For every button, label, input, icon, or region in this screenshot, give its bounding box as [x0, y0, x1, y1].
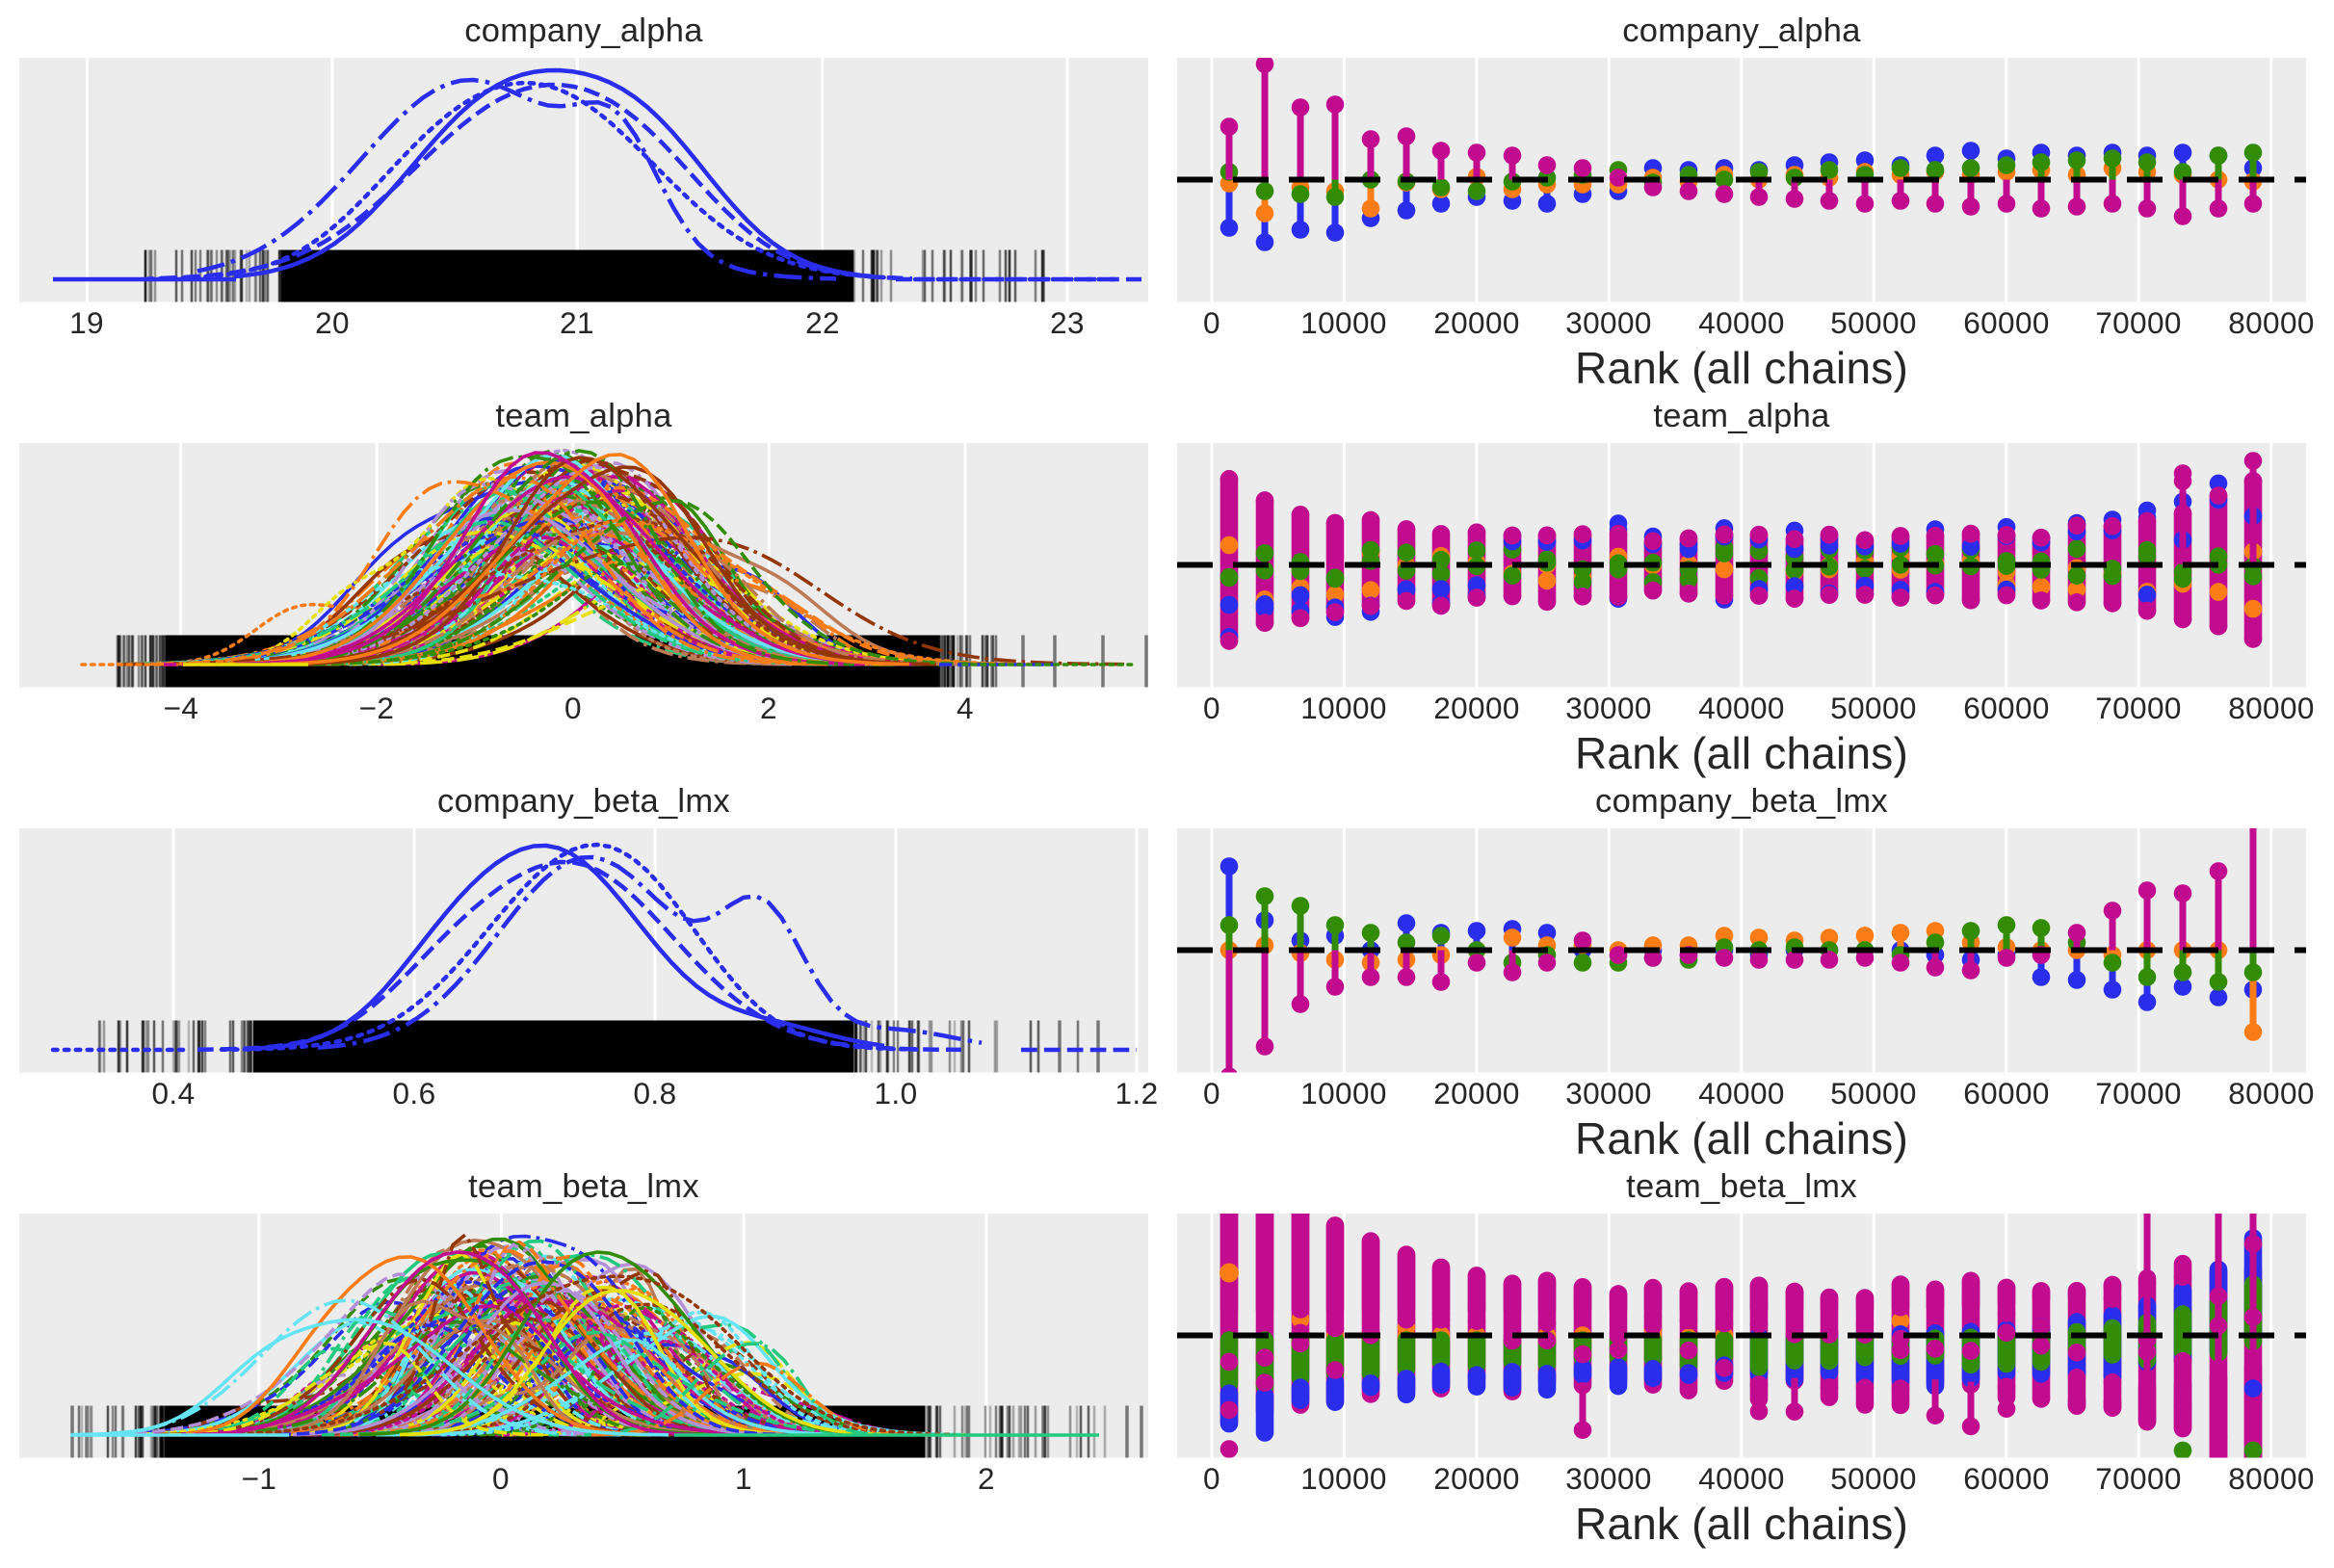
svg-text:60000: 60000	[1963, 1076, 2050, 1111]
svg-text:20000: 20000	[1433, 1461, 1520, 1496]
svg-text:60000: 60000	[1963, 305, 2050, 340]
svg-text:80000: 80000	[2228, 1076, 2315, 1111]
svg-text:2: 2	[760, 691, 777, 725]
svg-text:22: 22	[805, 305, 840, 340]
svg-text:team_alpha: team_alpha	[1653, 398, 1830, 434]
svg-text:70000: 70000	[2095, 305, 2182, 340]
svg-text:−2: −2	[359, 691, 395, 725]
svg-text:−1: −1	[242, 1461, 277, 1496]
svg-text:−4: −4	[164, 691, 199, 725]
svg-text:50000: 50000	[1830, 305, 1917, 340]
svg-text:40000: 40000	[1698, 305, 1785, 340]
svg-text:0: 0	[1203, 1076, 1220, 1111]
svg-text:80000: 80000	[2228, 305, 2315, 340]
svg-text:1.0: 1.0	[875, 1076, 918, 1111]
svg-text:40000: 40000	[1698, 691, 1785, 725]
svg-text:Rank (all chains): Rank (all chains)	[1575, 1499, 1908, 1549]
svg-text:0.4: 0.4	[152, 1076, 196, 1111]
svg-text:60000: 60000	[1963, 691, 2050, 725]
svg-text:company_alpha: company_alpha	[464, 13, 703, 49]
svg-text:company_beta_lmx: company_beta_lmx	[437, 783, 730, 820]
svg-text:10000: 10000	[1300, 691, 1387, 725]
svg-text:2: 2	[978, 1461, 995, 1496]
svg-text:21: 21	[560, 305, 594, 340]
svg-text:4: 4	[957, 691, 974, 725]
svg-text:70000: 70000	[2095, 691, 2182, 725]
svg-text:Rank (all chains): Rank (all chains)	[1575, 343, 1908, 393]
svg-text:Rank (all chains): Rank (all chains)	[1575, 1113, 1908, 1163]
svg-text:40000: 40000	[1698, 1461, 1785, 1496]
svg-text:0.6: 0.6	[393, 1076, 436, 1111]
svg-text:20: 20	[315, 305, 350, 340]
svg-text:0.8: 0.8	[634, 1076, 677, 1111]
svg-text:50000: 50000	[1830, 691, 1917, 725]
svg-text:60000: 60000	[1963, 1461, 2050, 1496]
svg-text:0: 0	[1203, 305, 1220, 340]
svg-text:40000: 40000	[1698, 1076, 1785, 1111]
svg-text:Rank (all chains): Rank (all chains)	[1575, 728, 1908, 778]
svg-text:30000: 30000	[1565, 691, 1652, 725]
svg-text:team_beta_lmx: team_beta_lmx	[468, 1168, 699, 1205]
svg-text:0: 0	[1203, 691, 1220, 725]
svg-text:company_alpha: company_alpha	[1622, 13, 1861, 49]
svg-text:0: 0	[564, 691, 582, 725]
svg-text:70000: 70000	[2095, 1461, 2182, 1496]
svg-text:30000: 30000	[1565, 1461, 1652, 1496]
svg-text:1: 1	[735, 1461, 752, 1496]
svg-text:50000: 50000	[1830, 1076, 1917, 1111]
svg-text:10000: 10000	[1300, 1461, 1387, 1496]
svg-text:23: 23	[1050, 305, 1085, 340]
svg-text:80000: 80000	[2228, 1461, 2315, 1496]
svg-text:19: 19	[69, 305, 104, 340]
svg-text:0: 0	[492, 1461, 510, 1496]
svg-text:team_beta_lmx: team_beta_lmx	[1626, 1168, 1857, 1205]
svg-text:team_alpha: team_alpha	[495, 398, 672, 434]
svg-text:1.2: 1.2	[1115, 1076, 1159, 1111]
svg-text:20000: 20000	[1433, 691, 1520, 725]
svg-text:10000: 10000	[1300, 305, 1387, 340]
svg-text:company_beta_lmx: company_beta_lmx	[1595, 783, 1888, 820]
svg-text:70000: 70000	[2095, 1076, 2182, 1111]
svg-text:30000: 30000	[1565, 305, 1652, 340]
svg-text:10000: 10000	[1300, 1076, 1387, 1111]
svg-text:30000: 30000	[1565, 1076, 1652, 1111]
svg-text:20000: 20000	[1433, 1076, 1520, 1111]
svg-text:20000: 20000	[1433, 305, 1520, 340]
svg-text:0: 0	[1203, 1461, 1220, 1496]
svg-text:80000: 80000	[2228, 691, 2315, 725]
svg-text:50000: 50000	[1830, 1461, 1917, 1496]
